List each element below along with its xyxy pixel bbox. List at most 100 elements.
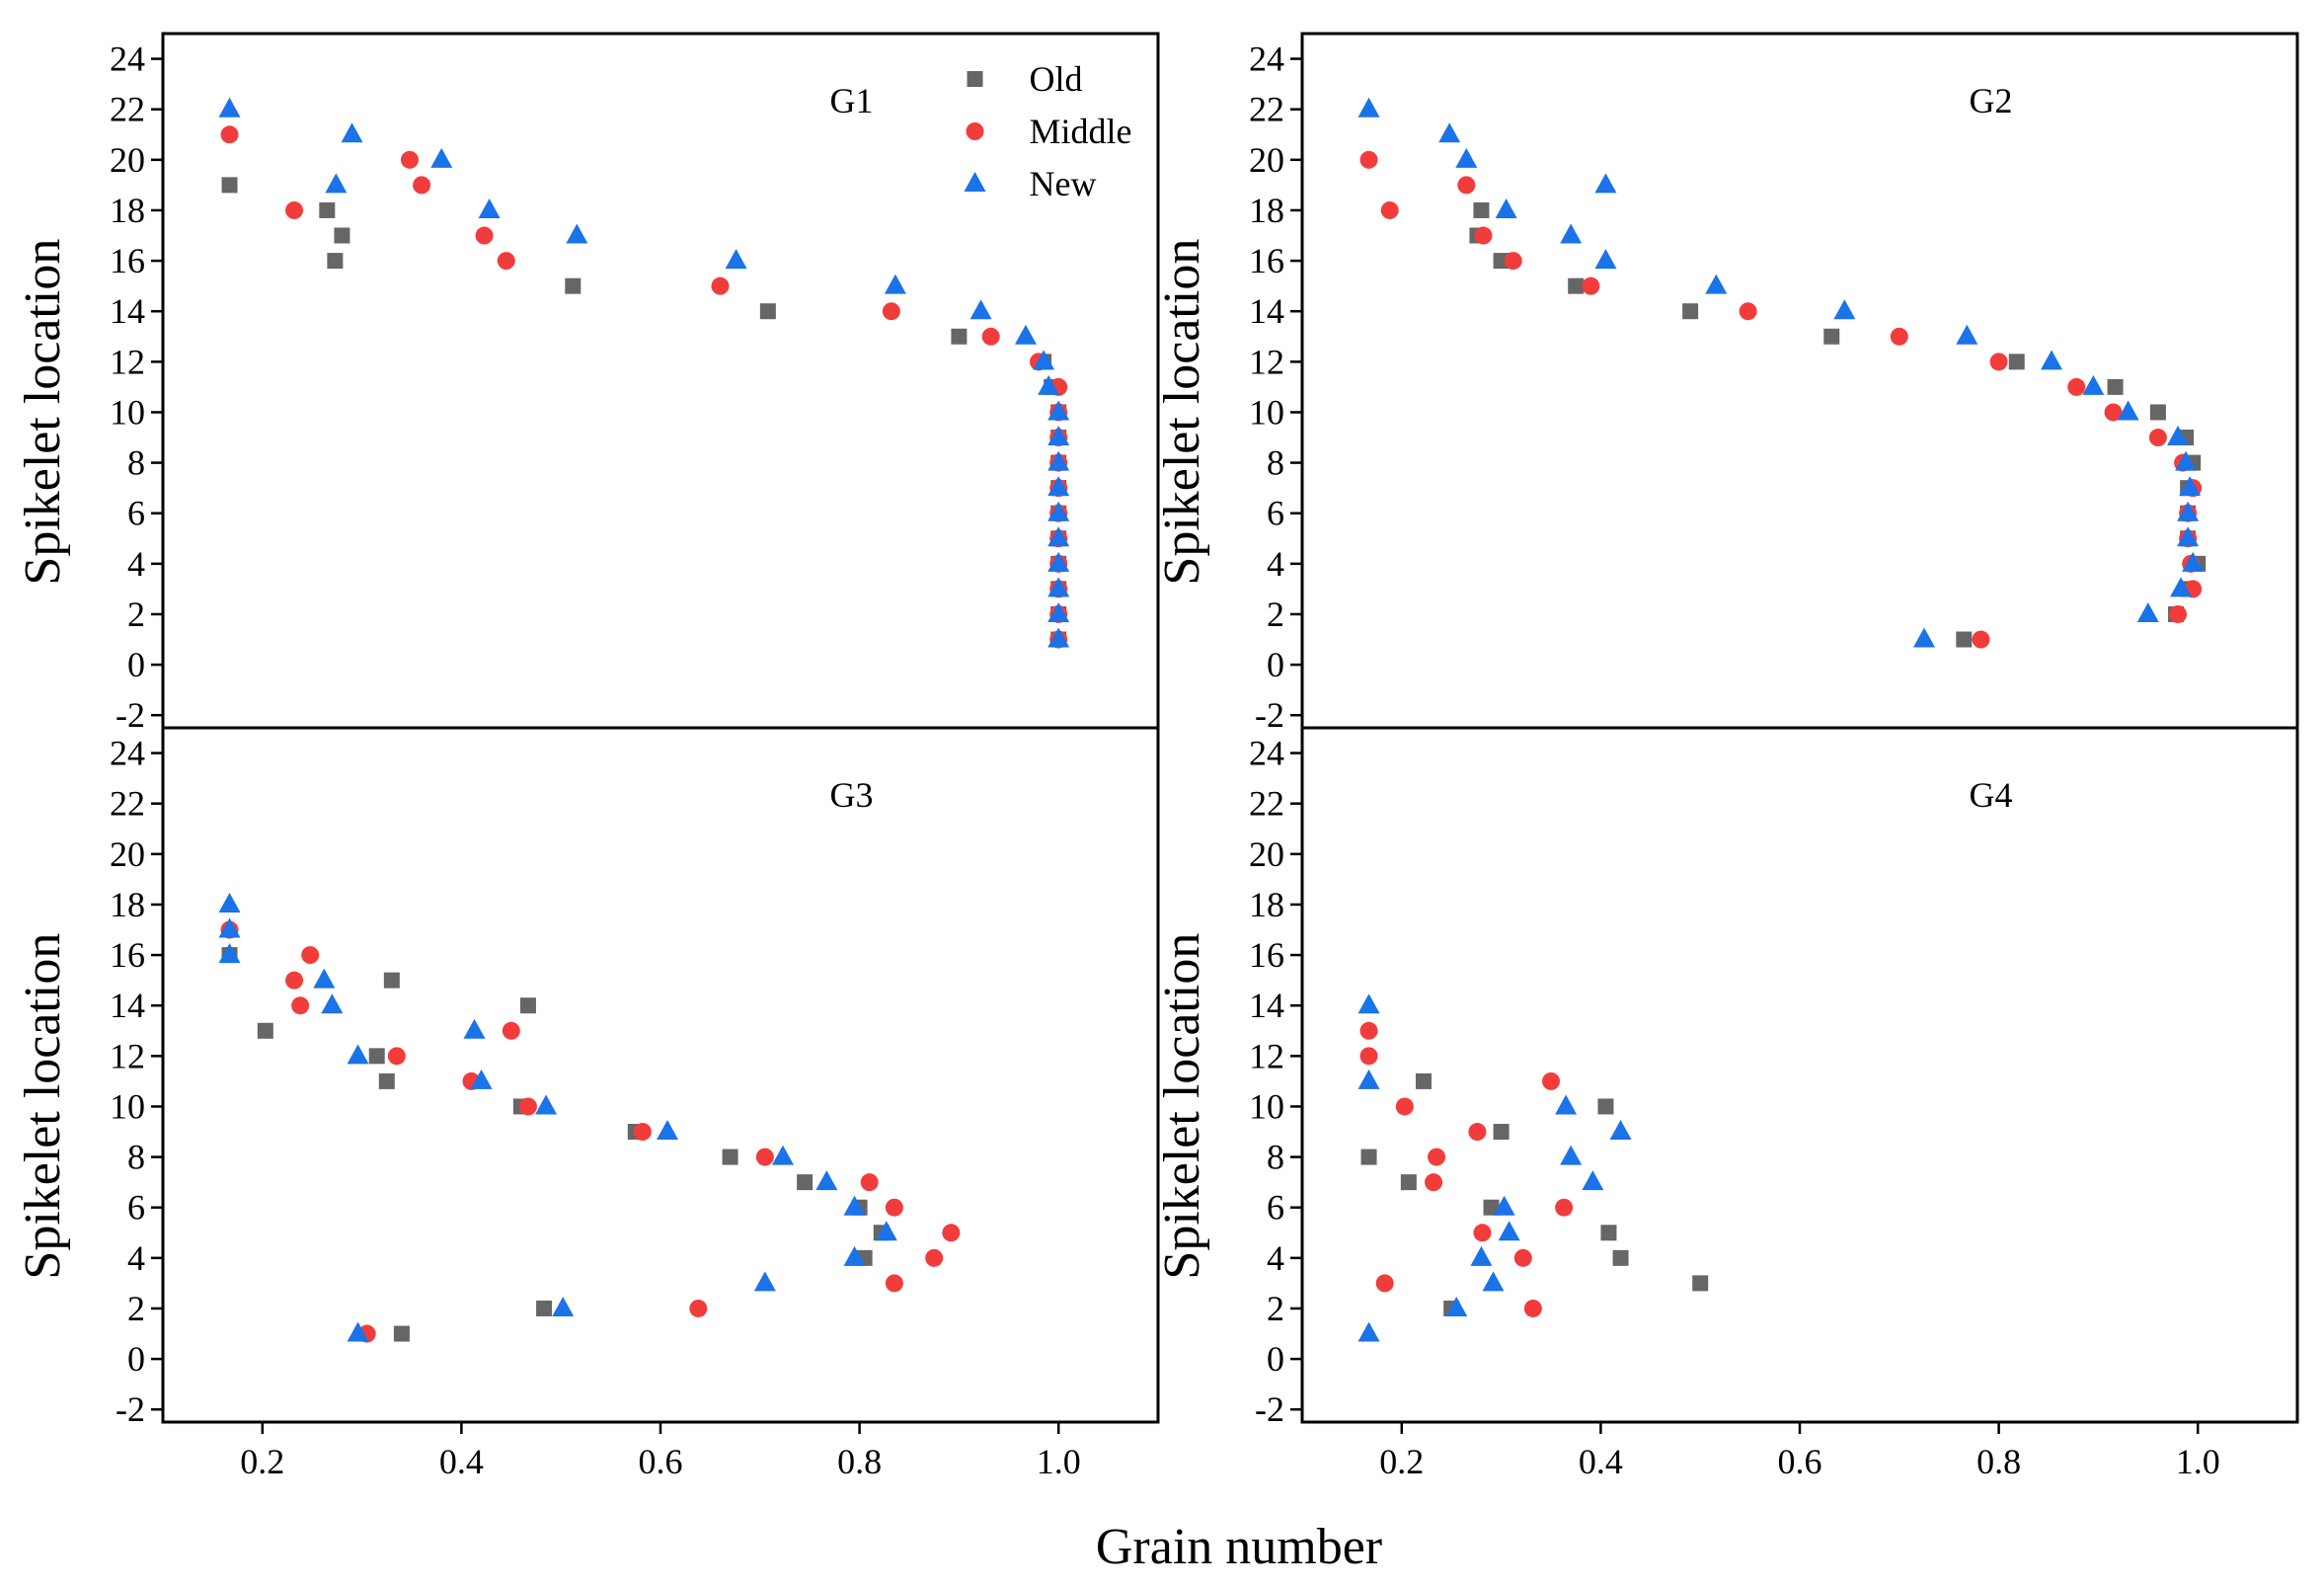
y-tick-label: 12 <box>1249 1036 1284 1075</box>
data-point <box>2082 374 2105 395</box>
data-point <box>1415 1072 1432 1089</box>
data-point <box>478 198 501 218</box>
data-point <box>2177 526 2200 547</box>
data-point <box>755 1148 774 1166</box>
series-old <box>221 177 1067 648</box>
series-old <box>1469 201 2207 648</box>
data-point <box>1833 299 1856 320</box>
x-tick-label: 0.2 <box>1379 1442 1424 1481</box>
data-point <box>759 303 776 320</box>
data-point <box>1542 1071 1560 1090</box>
data-point <box>1455 147 1478 168</box>
y-tick-label: 10 <box>110 1086 145 1126</box>
series-new <box>218 892 897 1342</box>
data-point <box>1038 374 1060 395</box>
data-point <box>1498 1221 1520 1241</box>
x-tick-label: 1.0 <box>1037 1442 1081 1481</box>
data-point <box>347 1321 369 1342</box>
y-axis-title: Spikelet location <box>15 933 71 1280</box>
data-point <box>885 1274 903 1293</box>
y-tick-label: 8 <box>1267 443 1284 483</box>
data-point <box>341 122 363 143</box>
y-tick-label: 0 <box>127 645 145 684</box>
data-point <box>1890 327 1908 346</box>
data-point <box>1482 1271 1505 1292</box>
y-tick-label: 2 <box>127 595 145 634</box>
y-tick-label: -2 <box>1255 695 1284 735</box>
x-tick-label: 0.6 <box>639 1442 683 1481</box>
y-axis-title: Spikelet location <box>15 239 71 586</box>
data-point <box>657 1120 679 1141</box>
legend-marker <box>966 122 984 140</box>
data-point <box>2167 426 2190 446</box>
data-point <box>1913 627 1935 648</box>
data-point <box>535 1094 558 1115</box>
data-point <box>843 1195 866 1216</box>
data-point <box>1033 350 1055 370</box>
data-point <box>1612 1249 1629 1266</box>
data-point <box>1473 201 1490 218</box>
data-point <box>882 302 900 321</box>
y-tick-label: -2 <box>116 1389 145 1429</box>
data-point <box>771 1145 794 1165</box>
data-point <box>1474 226 1493 245</box>
y-tick-label: 0 <box>127 1339 145 1379</box>
data-point <box>1473 1224 1492 1242</box>
y-tick-label: 6 <box>1267 494 1284 533</box>
x-tick-label: 0.6 <box>1778 1442 1822 1481</box>
data-point <box>1457 176 1476 195</box>
data-point <box>1357 1321 1380 1342</box>
panel-label: G1 <box>830 81 874 120</box>
data-point <box>1555 1198 1574 1217</box>
data-point <box>347 1044 369 1065</box>
data-point <box>1682 303 1699 320</box>
y-tick-label: -2 <box>1255 1389 1284 1429</box>
data-point <box>383 972 400 989</box>
data-point <box>797 1174 813 1191</box>
data-point <box>257 1022 273 1039</box>
data-point <box>2117 400 2139 421</box>
data-point <box>1425 1173 1443 1192</box>
data-point <box>843 1245 866 1266</box>
legend: Old Middle New <box>964 59 1132 203</box>
data-point <box>875 1221 897 1241</box>
y-tick-label: 20 <box>110 140 145 180</box>
data-point <box>1609 1120 1632 1141</box>
data-point <box>285 200 304 219</box>
data-point <box>325 173 348 194</box>
y-tick-label: 10 <box>110 392 145 432</box>
data-point <box>1357 1069 1380 1089</box>
legend-label: New <box>1030 164 1097 203</box>
data-point <box>1560 1145 1583 1165</box>
data-point <box>1438 122 1461 143</box>
data-point <box>1483 1199 1500 1216</box>
series-new <box>1357 993 1632 1342</box>
series-middle <box>220 125 1068 649</box>
data-point <box>1400 1174 1417 1191</box>
data-point <box>430 147 453 168</box>
data-point <box>2107 378 2124 395</box>
data-point <box>1513 1248 1532 1267</box>
y-tick-label: 4 <box>127 1238 145 1278</box>
y-tick-label: 2 <box>1267 1289 1284 1328</box>
y-tick-label: 18 <box>1249 885 1284 924</box>
data-point <box>689 1299 708 1317</box>
x-tick-label: 0.8 <box>1976 1442 2021 1481</box>
data-point <box>1359 150 1378 169</box>
y-tick-label: 0 <box>1267 645 1284 684</box>
y-tick-label: 24 <box>110 40 145 79</box>
data-point <box>1594 173 1617 194</box>
data-point <box>1380 200 1399 219</box>
y-tick-label: 12 <box>110 1036 145 1075</box>
data-point <box>1495 198 1517 218</box>
y-tick-label: 16 <box>110 241 145 280</box>
legend-marker <box>967 71 983 87</box>
data-point <box>981 327 1000 346</box>
data-point <box>1047 501 1070 521</box>
y-tick-label: 24 <box>110 734 145 773</box>
data-point <box>1555 1094 1578 1115</box>
data-point <box>285 971 304 990</box>
data-point <box>475 226 494 245</box>
y-axis-title: Spikelet location <box>1154 933 1210 1280</box>
